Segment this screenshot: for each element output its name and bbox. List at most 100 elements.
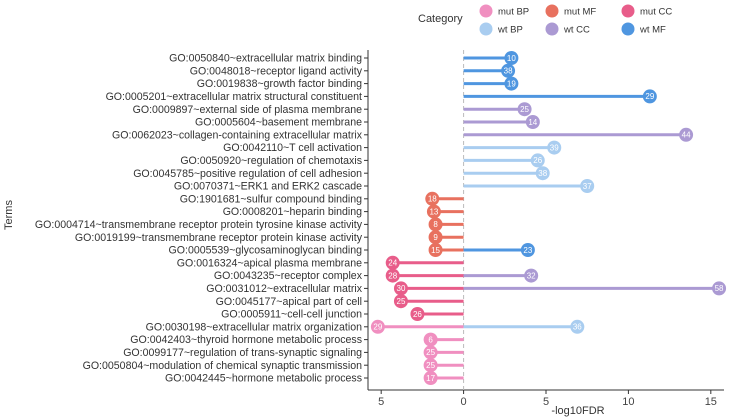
legend-label: mut BP [498,7,529,18]
term-label: GO:0045177~apical part of cell [216,296,362,308]
term-label: GO:0048018~receptor ligand activity [190,65,363,77]
gene-count-label: 25 [426,348,435,357]
lollipop-dot [570,319,585,334]
lollipop-dot [425,191,440,206]
y-axis-title: Terms [3,200,15,230]
term-label: GO:0050840~extracellular matrix binding [169,53,362,65]
term-label: GO:0045785~positive regulation of cell a… [133,168,362,180]
x-tick-label: 15 [705,396,717,408]
term-label: GO:0050920~regulation of chemotaxis [180,155,362,167]
gene-count-label: 10 [507,54,516,63]
plot-area: 5 0 5 10 15 GO:0050840~extracellular matrix b… [35,50,727,408]
gene-count-label: 15 [431,246,440,255]
gene-count-label: 32 [527,271,536,280]
lollipop-dot [385,268,400,283]
term-label: GO:0099177~regulation of trans-synaptic … [123,347,362,359]
term-label: GO:0019838~growth factor binding [197,78,362,90]
x-tick-label: 5 [543,396,549,408]
gene-count-label: 38 [538,169,547,178]
legend-label: wt CC [563,25,590,36]
lollipop-dot [370,319,385,334]
term-label: GO:0005539~glycosaminoglycan binding [169,245,363,257]
term-label: GO:0019199~transmembrane receptor protei… [75,232,363,244]
term-label: GO:1901681~sulfur compound binding [180,193,362,205]
term-label: GO:0005604~basement membrane [195,117,362,129]
lollipop-dot [428,243,443,257]
gene-count-label: 18 [428,195,437,204]
lollipop-dot [423,332,438,347]
legend-label: wt BP [497,25,523,36]
lollipop-dot [504,51,519,65]
gene-count-label: 29 [373,323,382,332]
x-tick-label: 10 [622,396,634,408]
lollipop-dot [501,63,516,78]
term-label: GO:0043235~receptor complex [214,270,363,282]
lollipop-dot [679,127,694,142]
gene-count-label: 38 [504,67,513,76]
gene-count-label: 30 [397,284,406,293]
term-label: GO:0030198~extracellular matrix organiza… [146,321,363,333]
gene-count-label: 29 [645,92,654,101]
gene-count-label: 25 [520,105,529,114]
gene-count-label: 8 [433,220,438,229]
term-label: GO:0031012~extracellular matrix [206,283,362,295]
legend-swatch [479,4,493,18]
lollipop-dot [530,153,545,168]
gene-count-label: 28 [388,271,397,280]
term-label: GO:0042445~hormone metabolic process [165,373,362,385]
lollipop-dot [410,307,425,321]
legend-swatch [479,22,493,36]
gene-count-label: 37 [583,182,592,191]
lollipop-dot [428,230,443,245]
legend-label: mut MF [564,7,596,18]
term-label: GO:0062023~collagen-containing extracell… [112,129,363,141]
term-label: GO:0016324~apical plasma membrane [177,257,362,269]
gene-count-label: 17 [426,374,435,383]
lollipop-dot [547,140,562,155]
x-tick-label: 5 [378,396,384,408]
lollipop-dot [712,281,727,296]
lollipop-dot [535,166,550,181]
term-label: GO:0050804~modulation of chemical synapt… [83,360,363,372]
lollipop-dot [517,102,532,117]
x-tick-label: 0 [461,396,467,408]
gene-count-label: 24 [388,259,397,268]
gene-count-label: 44 [682,131,691,140]
term-label: GO:0042403~thyroid hormone metabolic pro… [130,334,362,346]
legend-title: Category [418,13,463,25]
gene-count-label: 14 [528,118,537,127]
lollipop-dot [423,371,438,385]
lollipop-dot [423,358,438,373]
gene-count-label: 26 [413,310,422,319]
gene-count-label: 25 [426,361,435,370]
lollipop-dot [423,345,438,360]
gene-count-label: 13 [429,207,438,216]
legend-swatch [545,22,559,36]
gene-count-label: 58 [715,284,724,293]
gene-count-label: 36 [573,323,582,332]
term-label: GO:0042110~T cell activation [223,142,362,154]
lollipop-dot [580,179,595,193]
gene-count-label: 26 [533,156,542,165]
lollipop-dot [426,204,441,219]
lollipop-dot [428,217,443,232]
lollipop-dot [642,89,657,104]
gene-count-label: 25 [397,297,406,306]
lollipop-dot [520,243,535,257]
term-label: GO:0009897~external side of plasma membr… [133,104,362,116]
legend: Category mut BP mut MF mut CC wt BP wt CC wt … [418,4,672,36]
x-axis-title: -log10FDR [551,405,604,417]
term-label: GO:0070371~ERK1 and ERK2 cascade [174,181,362,193]
term-label: GO:0005201~extracellular matrix structur… [106,91,362,103]
legend-swatch [621,4,635,18]
term-label: GO:0004714~transmembrane receptor protei… [35,219,363,231]
term-label: GO:0008201~heparin binding [223,206,362,218]
gene-count-label: 23 [523,246,532,255]
lollipop-dot [393,281,408,296]
gene-count-label: 19 [507,79,516,88]
gene-count-label: 6 [428,335,433,344]
legend-label: wt MF [639,25,666,36]
lollipop-dot [393,294,408,309]
